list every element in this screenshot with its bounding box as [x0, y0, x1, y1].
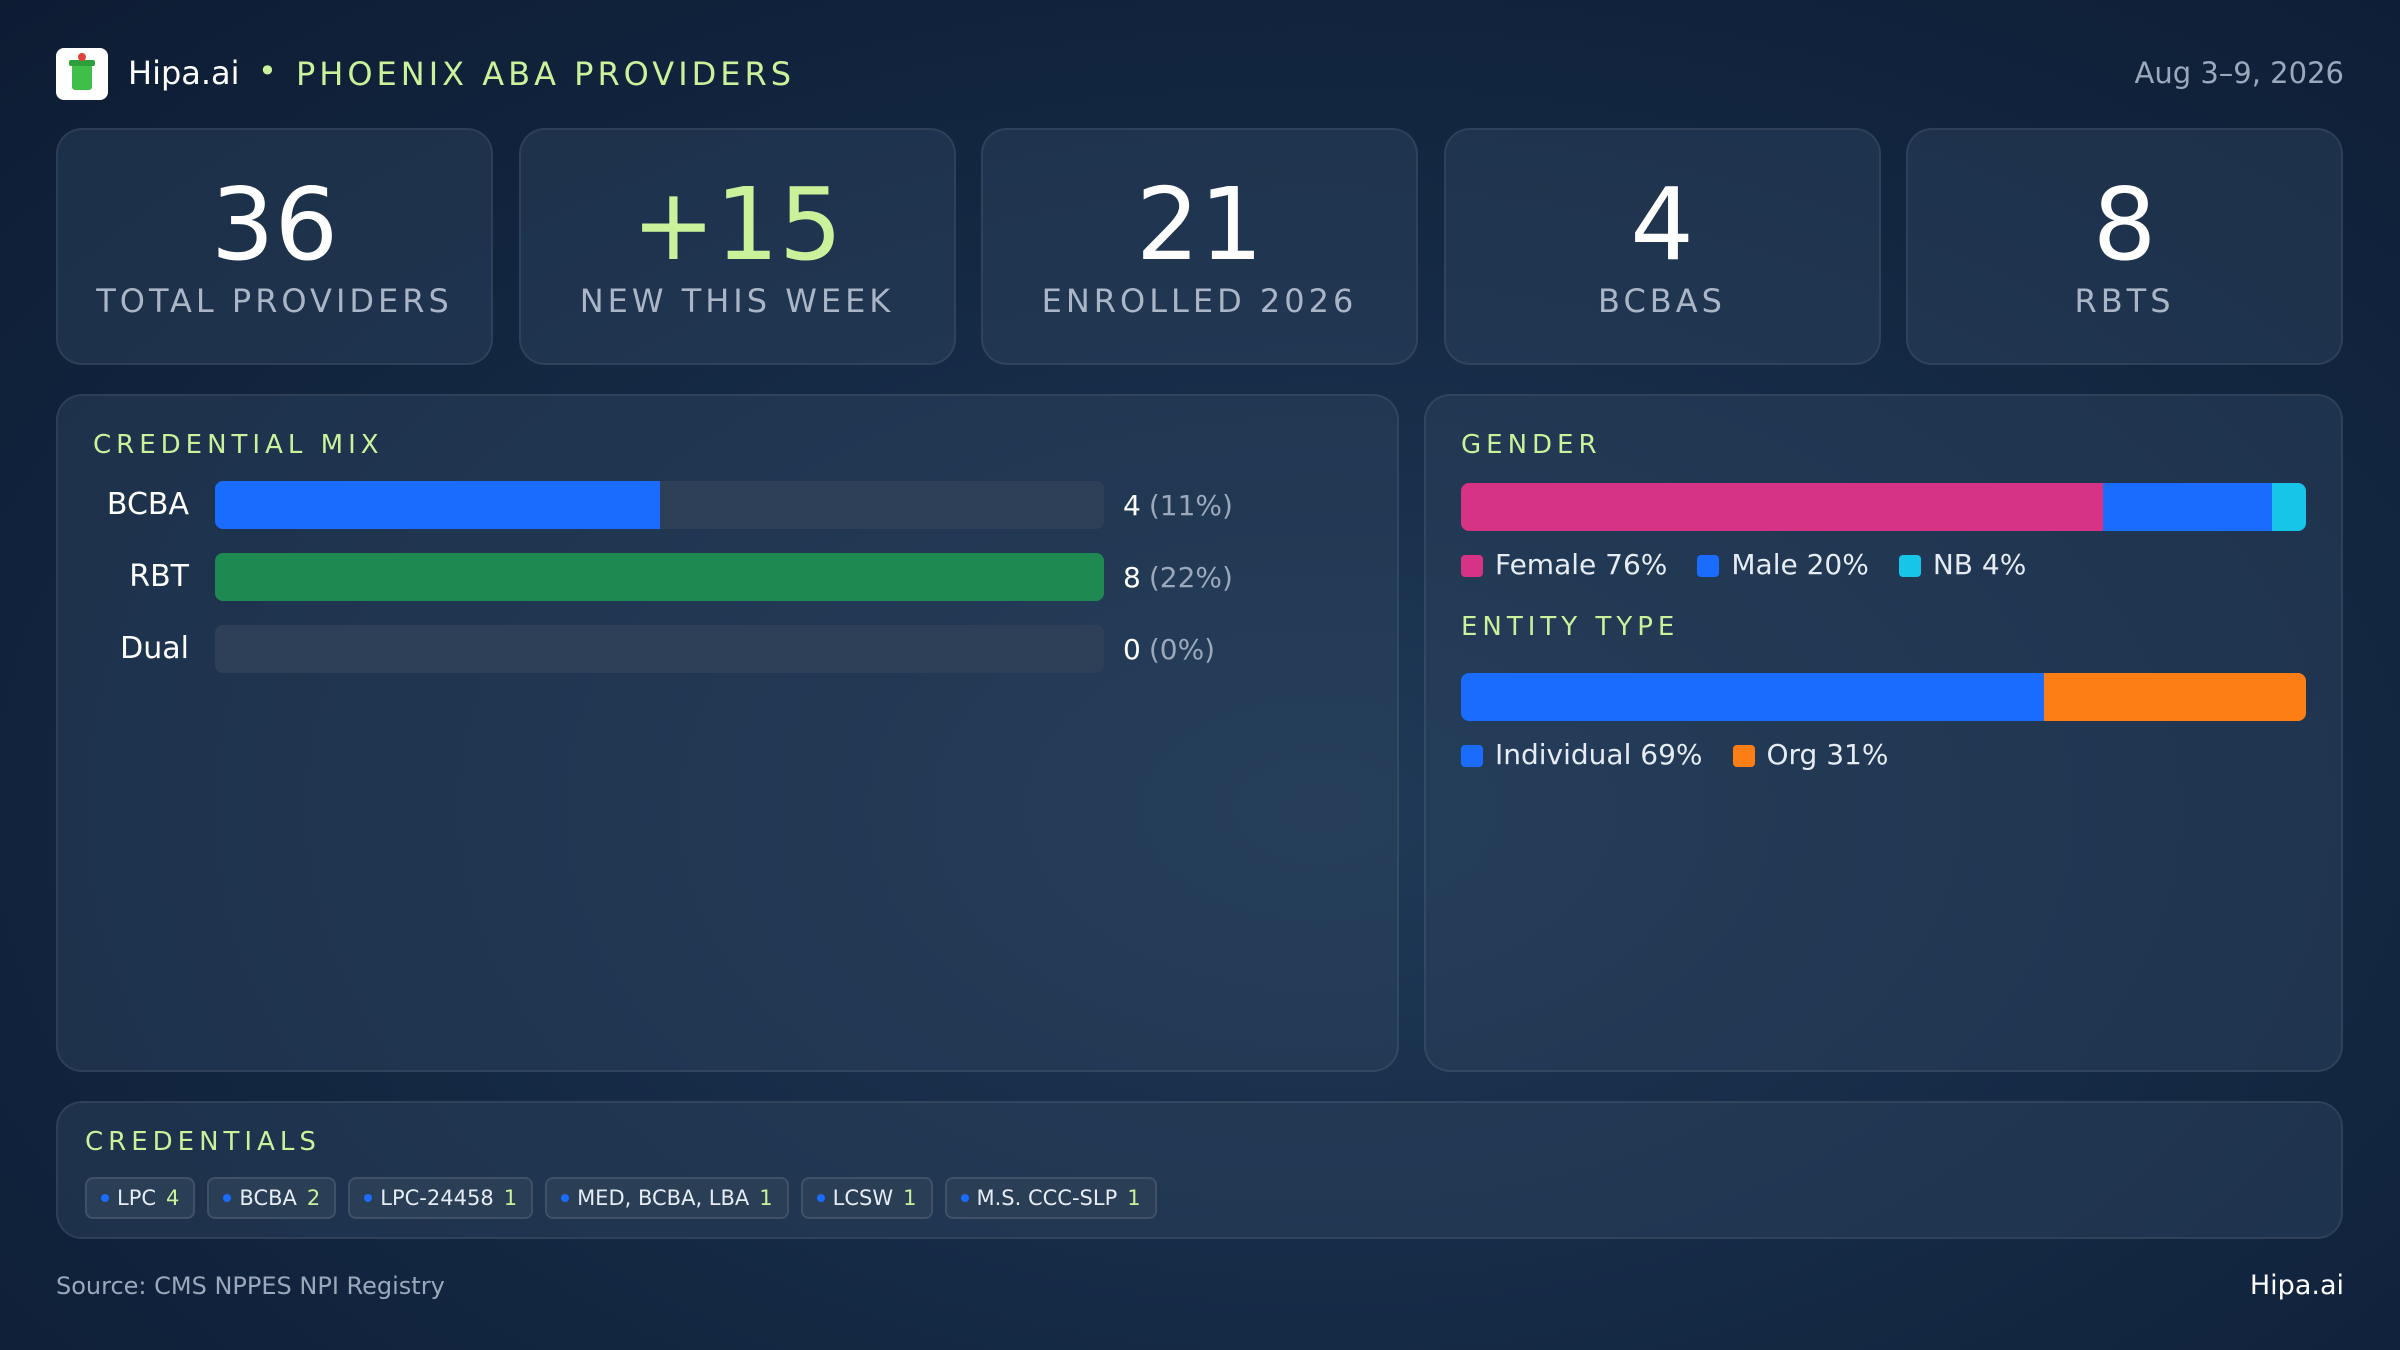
kpi-value: 36 [210, 166, 339, 283]
date-range: Aug 3–9, 2026 [2134, 56, 2345, 90]
chip-dot [561, 1194, 570, 1202]
legend: Female 76% Male 20% NB 4% [1461, 548, 2026, 581]
chip-label: MED, BCBA, LBA [577, 1186, 750, 1210]
bar [215, 553, 1104, 601]
stacked-bar [1461, 673, 2306, 721]
kpi-card: 8 RBTS [1906, 128, 2343, 365]
bar-segment [2103, 483, 2273, 531]
chip-label: M.S. CCC-SLP [976, 1186, 1118, 1210]
source: Source: CMS NPPES NPI Registry [56, 1272, 445, 1300]
credential-chip: LCSW 1 [800, 1177, 933, 1219]
row-count: 0 [1123, 633, 1141, 666]
credential-mix-panel: CREDENTIAL MIX BCBA 4 (11%) RBT 8 (22%) Dual 0(… [56, 394, 1399, 1072]
legend-item: Org 31% [1732, 738, 1889, 771]
legend-label: Individual 69% [1495, 738, 1703, 771]
row-value: 4 (11%) [1123, 489, 1233, 522]
panel-title: ENTITY TYPE [1461, 612, 1680, 642]
bar-track [215, 481, 1104, 529]
credential-chip: BCBA 2 [207, 1177, 337, 1219]
credentials-panel: CREDENTIALS LPC 4 BCBA 2 LPC-24458 1 MED, BCBA… [56, 1101, 2343, 1239]
logo [56, 48, 108, 100]
chip-count: 1 [759, 1186, 773, 1210]
kpi-label: RBTS [2074, 282, 2175, 320]
footer-brand: Hipa.ai [2249, 1270, 2344, 1301]
chip-count: 4 [166, 1186, 180, 1210]
kpi-card: 36 TOTAL PROVIDERS [56, 128, 493, 365]
credential-chip: MED, BCBA, LBA 1 [545, 1177, 789, 1219]
row-count: 8 [1123, 561, 1141, 594]
credential-chip: LPC-24458 1 [348, 1177, 534, 1219]
kpi-label: BCBAS [1598, 282, 1726, 320]
kpi-label: NEW THIS WEEK [579, 282, 895, 320]
legend-item: NB 4% [1898, 548, 2027, 581]
kpi-card: 4 BCBAS [1443, 128, 1881, 365]
legend-label: Female 76% [1495, 548, 1668, 581]
legend: Individual 69% Org 31% [1461, 738, 1888, 771]
bar-segment [1461, 483, 2104, 531]
kpi-label: ENROLLED 2026 [1041, 282, 1358, 320]
chip-dot [223, 1194, 232, 1202]
bar-segment [1461, 673, 2045, 721]
chip-dot [101, 1194, 109, 1202]
chip-count: 2 [306, 1186, 321, 1210]
credential-chip: M.S. CCC-SLP 1 [944, 1177, 1157, 1219]
row-label: BCBA [106, 487, 189, 522]
chip-label: LCSW [832, 1186, 894, 1210]
legend-swatch [1461, 745, 1483, 767]
demographics-panel: GENDER ENTITY TYPE Female 76% Male 20% NB … [1424, 394, 2343, 1072]
bar-segment [2044, 673, 2306, 721]
legend-item: Female 76% [1461, 548, 1667, 581]
legend-swatch [1697, 555, 1720, 577]
separator: • [258, 52, 277, 90]
chip-dot [816, 1194, 825, 1202]
credential-chip: LPC 4 [85, 1177, 196, 1219]
bar-track [215, 553, 1104, 601]
row-count: 4 [1123, 489, 1141, 522]
legend-label: Male 20% [1731, 548, 1869, 581]
legend-label: NB 4% [1932, 548, 2027, 581]
stacked-bar [1461, 483, 2306, 531]
row-label: RBT [129, 559, 189, 594]
brand: Hipa.ai [128, 54, 240, 92]
bar-segment [2272, 483, 2306, 531]
panel-title: CREDENTIAL MIX [93, 430, 384, 460]
kpi-label: TOTAL PROVIDERS [96, 282, 453, 320]
row-share: (22%) [1148, 561, 1233, 594]
row-share: (11%) [1148, 489, 1233, 522]
row-label: Dual [120, 631, 189, 666]
kpi-card: 21 ENROLLED 2026 [981, 128, 1418, 365]
chip-dot [364, 1194, 373, 1202]
kpi-value: 8 [2092, 166, 2157, 283]
chip-count: 1 [903, 1186, 917, 1210]
legend-swatch [1732, 745, 1755, 767]
legend-item: Male 20% [1697, 548, 1869, 581]
bar-track [215, 625, 1104, 673]
panel-title: CREDENTIALS [85, 1127, 321, 1157]
chip-count: 1 [1127, 1186, 1141, 1210]
kpi-card: +15 NEW THIS WEEK [518, 128, 956, 365]
kpi-value: 21 [1135, 166, 1264, 283]
legend-swatch [1461, 555, 1483, 577]
chip-label: LPC [117, 1186, 157, 1210]
chip-list: LPC 4 BCBA 2 LPC-24458 1 MED, BCBA, LBA 1 LCSW 1 M… [85, 1177, 1169, 1219]
row-value: 0 (0%) [1123, 633, 1215, 666]
kpi-value: +15 [631, 166, 843, 283]
chip-dot [960, 1194, 969, 1202]
panel-title: GENDER [1461, 430, 1602, 460]
legend-swatch [1898, 555, 1921, 577]
chip-label: LPC-24458 [380, 1186, 494, 1210]
kpi-value: 4 [1630, 166, 1694, 283]
bar [215, 481, 660, 529]
dashboard-title: PHOENIX ABA PROVIDERS [296, 55, 796, 93]
legend-label: Org 31% [1766, 738, 1889, 771]
row-value: 8 (22%) [1123, 561, 1233, 594]
chip-label: BCBA [239, 1186, 297, 1210]
row-share: (0%) [1148, 633, 1216, 666]
legend-item: Individual 69% [1461, 738, 1703, 771]
chip-count: 1 [503, 1186, 518, 1210]
